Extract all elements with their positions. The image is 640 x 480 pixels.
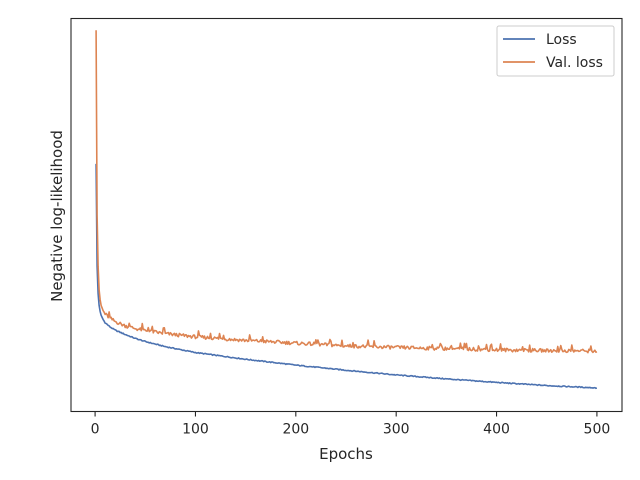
x-tick-label: 200	[282, 422, 309, 438]
legend-label-val-loss: Val. loss	[546, 55, 603, 71]
x-axis-ticks: 0 100 200 300 400 500	[91, 411, 611, 438]
legend: Loss Val. loss	[496, 25, 615, 77]
x-tick-label: 300	[383, 422, 410, 438]
series-line-val-loss	[95, 30, 598, 354]
series-line-loss	[95, 163, 598, 390]
legend-label-loss: Loss	[546, 32, 577, 48]
y-axis-label: Negative log-likelihood	[48, 130, 66, 302]
series-layer	[95, 30, 598, 390]
plot-frame	[70, 17, 623, 413]
x-tick-label: 400	[483, 422, 510, 438]
x-tick-label: 500	[584, 422, 611, 438]
x-axis-label: Epochs	[319, 445, 373, 463]
plot-area	[70, 17, 623, 413]
x-tick-label: 0	[91, 422, 100, 438]
x-tick-label: 100	[182, 422, 209, 438]
